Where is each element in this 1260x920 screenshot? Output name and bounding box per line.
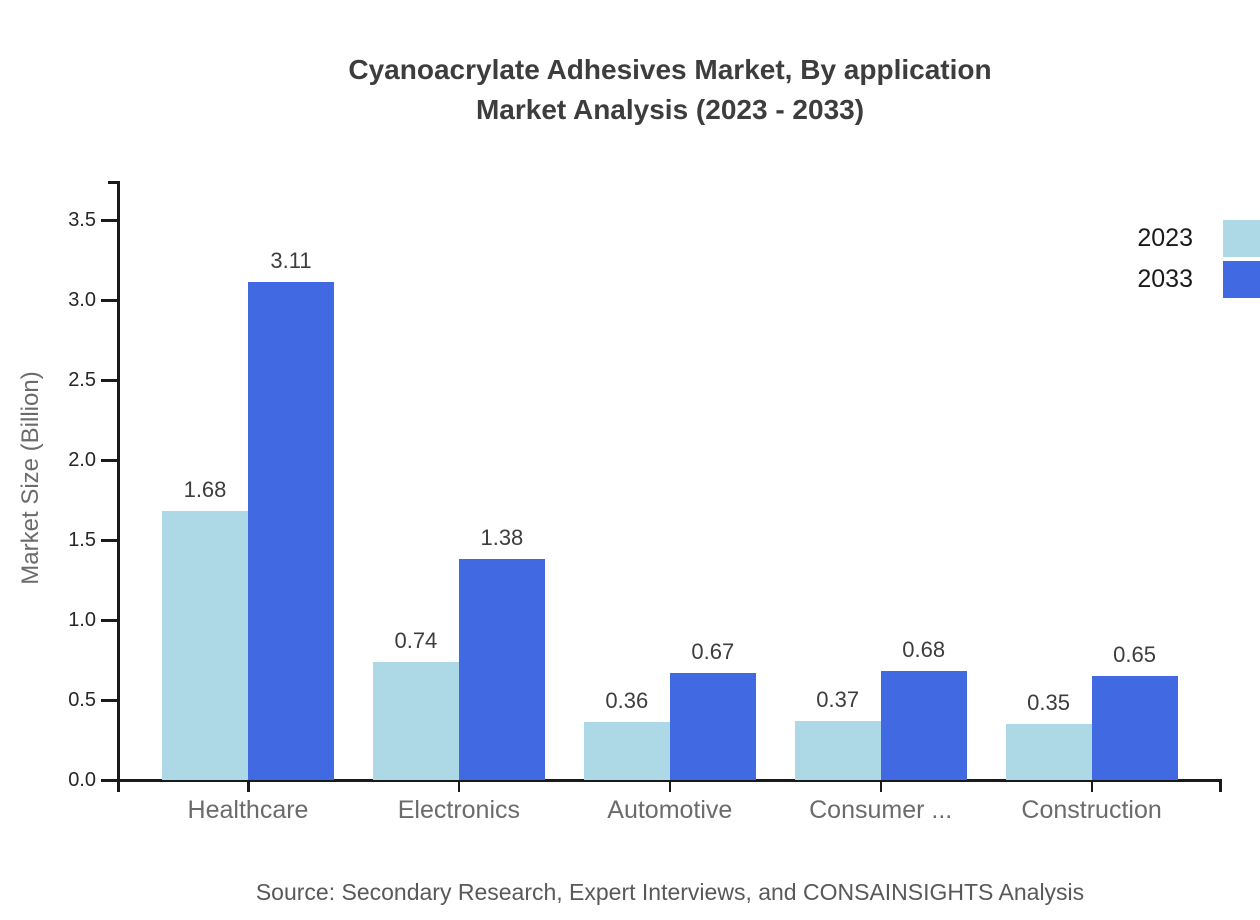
y-axis-top-tick [108, 181, 120, 184]
x-tick [457, 781, 461, 792]
legend-swatch-2023 [1223, 220, 1260, 257]
legend-label-2023: 2023 [1137, 224, 1193, 252]
x-category-label-consumer: Consumer ... [809, 796, 953, 824]
y-tick [101, 779, 120, 782]
bar-value-label-2033-consumer: 0.68 [902, 637, 946, 663]
bar-2023-healthcare [162, 511, 248, 780]
bar-2033-consumer [880, 671, 967, 780]
y-tick [101, 699, 120, 702]
bar-2033-healthcare [248, 282, 334, 780]
y-tick [101, 219, 120, 222]
x-tick [247, 781, 250, 792]
y-tick [101, 459, 120, 462]
y-tick-label: 2.5 [68, 369, 96, 391]
x-tick [879, 781, 883, 792]
y-tick-label: 3.5 [68, 209, 96, 231]
bar-value-label-2033-healthcare: 3.11 [270, 248, 312, 274]
bar-value-label-2023-construction: 0.35 [1027, 690, 1070, 715]
x-tick [1090, 781, 1094, 792]
y-tick [101, 379, 120, 382]
bar-2033-construction [1091, 676, 1178, 780]
y-tick [101, 539, 120, 542]
chart-title: Cyanoacrylate Adhesives Market, By appli… [80, 50, 1260, 130]
y-axis-line [117, 181, 120, 792]
bar-value-label-2023-electronics: 0.74 [394, 627, 438, 653]
bar-value-label-2033-automotive: 0.67 [691, 638, 735, 664]
x-category-label-construction: Construction [1021, 796, 1162, 824]
y-tick-label: 3.0 [68, 289, 96, 311]
y-tick-label: 2.0 [68, 449, 96, 471]
bar-2023-automotive [583, 722, 670, 780]
x-tick [668, 781, 672, 792]
y-tick [101, 619, 120, 622]
x-axis-end-tick [1219, 779, 1222, 792]
legend-swatch-2033 [1223, 261, 1260, 298]
bar-2033-electronics [458, 559, 545, 780]
y-tick-label: 1.0 [68, 609, 96, 631]
bar-2023-construction [1005, 724, 1092, 780]
bar-2023-consumer [794, 720, 881, 780]
x-category-label-electronics: Electronics [397, 796, 521, 824]
y-tick [101, 299, 120, 302]
bar-value-label-2023-automotive: 0.36 [605, 688, 649, 714]
x-axis-line [113, 779, 1222, 782]
y-tick-label: 1.5 [68, 529, 96, 551]
chart-title-line2: Market Analysis (2023 - 2033) [475, 94, 865, 125]
source-note: Source: Secondary Research, Expert Inter… [255, 879, 1085, 905]
bar-value-label-2023-healthcare: 1.68 [183, 477, 227, 503]
x-category-label-automotive: Automotive [607, 796, 733, 824]
y-tick-label: 0.0 [68, 769, 96, 791]
bar-2033-automotive [669, 672, 756, 780]
bar-value-label-2033-electronics: 1.38 [480, 525, 524, 551]
x-category-label-healthcare: Healthcare [187, 796, 309, 824]
bar-value-label-2033-construction: 0.65 [1113, 642, 1156, 667]
legend-label-2033: 2033 [1137, 265, 1193, 293]
chart-title-line1: Cyanoacrylate Adhesives Market, By appli… [348, 54, 992, 85]
y-tick-label: 0.5 [68, 689, 96, 711]
bar-value-label-2023-consumer: 0.37 [816, 686, 860, 712]
bar-2023-electronics [372, 661, 459, 780]
